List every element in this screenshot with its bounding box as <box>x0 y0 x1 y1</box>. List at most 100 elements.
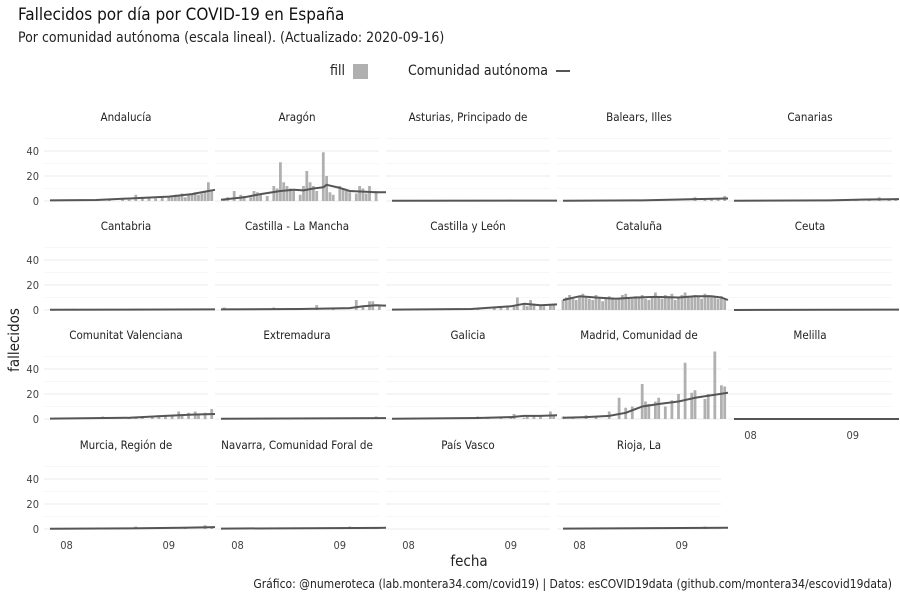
facet-title: Extremadura <box>263 328 330 342</box>
chart-title: Fallecidos por día por COVID-19 en Españ… <box>18 5 345 25</box>
bar <box>522 303 526 310</box>
bar <box>584 297 588 310</box>
bar <box>706 295 710 310</box>
bar <box>644 401 647 419</box>
bar <box>525 306 529 310</box>
bar <box>160 196 164 201</box>
bar <box>249 197 253 201</box>
facet-title: Canarias <box>787 110 832 124</box>
bar <box>670 400 674 419</box>
bar <box>617 298 621 310</box>
bar <box>361 306 365 310</box>
legend-line-label: Comunidad autónoma <box>407 63 548 79</box>
bar <box>170 197 174 201</box>
bar <box>607 296 611 310</box>
bar <box>305 171 309 201</box>
bar <box>594 416 598 419</box>
y-tick-label: 0 <box>33 304 39 317</box>
bar <box>614 300 618 310</box>
bar <box>275 188 279 201</box>
bar <box>272 186 276 201</box>
average-line <box>220 417 387 420</box>
bar <box>180 415 184 419</box>
bar <box>588 298 591 310</box>
bar <box>657 397 661 419</box>
average-line <box>562 391 729 419</box>
bar <box>331 194 335 201</box>
y-tick-label: 20 <box>26 170 39 183</box>
bar <box>164 415 167 419</box>
bar <box>499 307 503 310</box>
bar <box>663 295 667 310</box>
bar <box>706 394 710 419</box>
facet-title: Castilla y León <box>430 219 505 233</box>
bar <box>690 297 694 310</box>
bar <box>597 297 601 310</box>
average-line <box>49 526 216 530</box>
bar <box>288 188 292 201</box>
bar <box>894 199 898 201</box>
bar <box>690 392 694 419</box>
bar <box>341 188 345 201</box>
bar <box>594 295 598 310</box>
bar <box>512 305 516 310</box>
y-tick-label: 40 <box>26 363 39 376</box>
average-line <box>220 183 386 201</box>
average-line <box>220 526 387 530</box>
bar <box>187 412 190 419</box>
bar <box>723 386 727 419</box>
bar <box>564 297 568 310</box>
y-tick-label: 0 <box>33 523 39 536</box>
facet-title: Ceuta <box>795 219 826 233</box>
bar <box>574 300 578 310</box>
bar <box>279 162 282 201</box>
bar <box>720 296 723 310</box>
bar <box>154 198 157 201</box>
bar <box>522 417 526 419</box>
x-tick-label: 08 <box>60 539 73 552</box>
bar <box>647 300 651 310</box>
average-line <box>391 302 558 311</box>
bar <box>650 296 654 310</box>
y-tick-label: 40 <box>26 254 39 267</box>
y-tick-label: 0 <box>33 413 39 426</box>
bar <box>716 198 720 201</box>
y-tick-label: 20 <box>26 279 39 292</box>
bar <box>683 292 687 310</box>
y-tick-label: 20 <box>26 388 39 401</box>
bar <box>552 415 556 419</box>
bar <box>710 296 713 310</box>
bar <box>292 191 295 201</box>
bar <box>640 384 644 419</box>
bar <box>637 297 641 310</box>
bar <box>177 196 181 201</box>
bar <box>640 295 644 310</box>
x-tick-label: 08 <box>231 539 244 552</box>
x-tick-label: 08 <box>744 429 757 442</box>
bar <box>611 297 614 310</box>
legend-fill-key <box>352 63 368 79</box>
bar <box>315 305 319 310</box>
chart-subtitle: Por comunidad autónoma (escala lineal). … <box>18 30 445 46</box>
average-line <box>391 414 558 420</box>
bar <box>368 186 371 201</box>
legend-line-key <box>555 70 570 72</box>
x-tick-label: 09 <box>334 539 347 552</box>
bar <box>298 194 302 201</box>
bar <box>604 298 608 310</box>
bar <box>348 192 352 201</box>
bar <box>147 197 151 201</box>
bar <box>539 305 542 310</box>
facet-title: Aragón <box>278 110 315 124</box>
bar <box>361 188 365 201</box>
bar <box>617 397 621 419</box>
bar <box>127 199 131 201</box>
facet-title: País Vasco <box>441 438 495 452</box>
average-line <box>562 295 729 301</box>
bar <box>663 406 667 419</box>
facet-title: Murcia, Región de <box>80 438 173 452</box>
x-axis-label: fecha <box>450 552 488 570</box>
bar <box>581 293 585 310</box>
bar <box>667 296 670 310</box>
bar <box>578 296 581 310</box>
